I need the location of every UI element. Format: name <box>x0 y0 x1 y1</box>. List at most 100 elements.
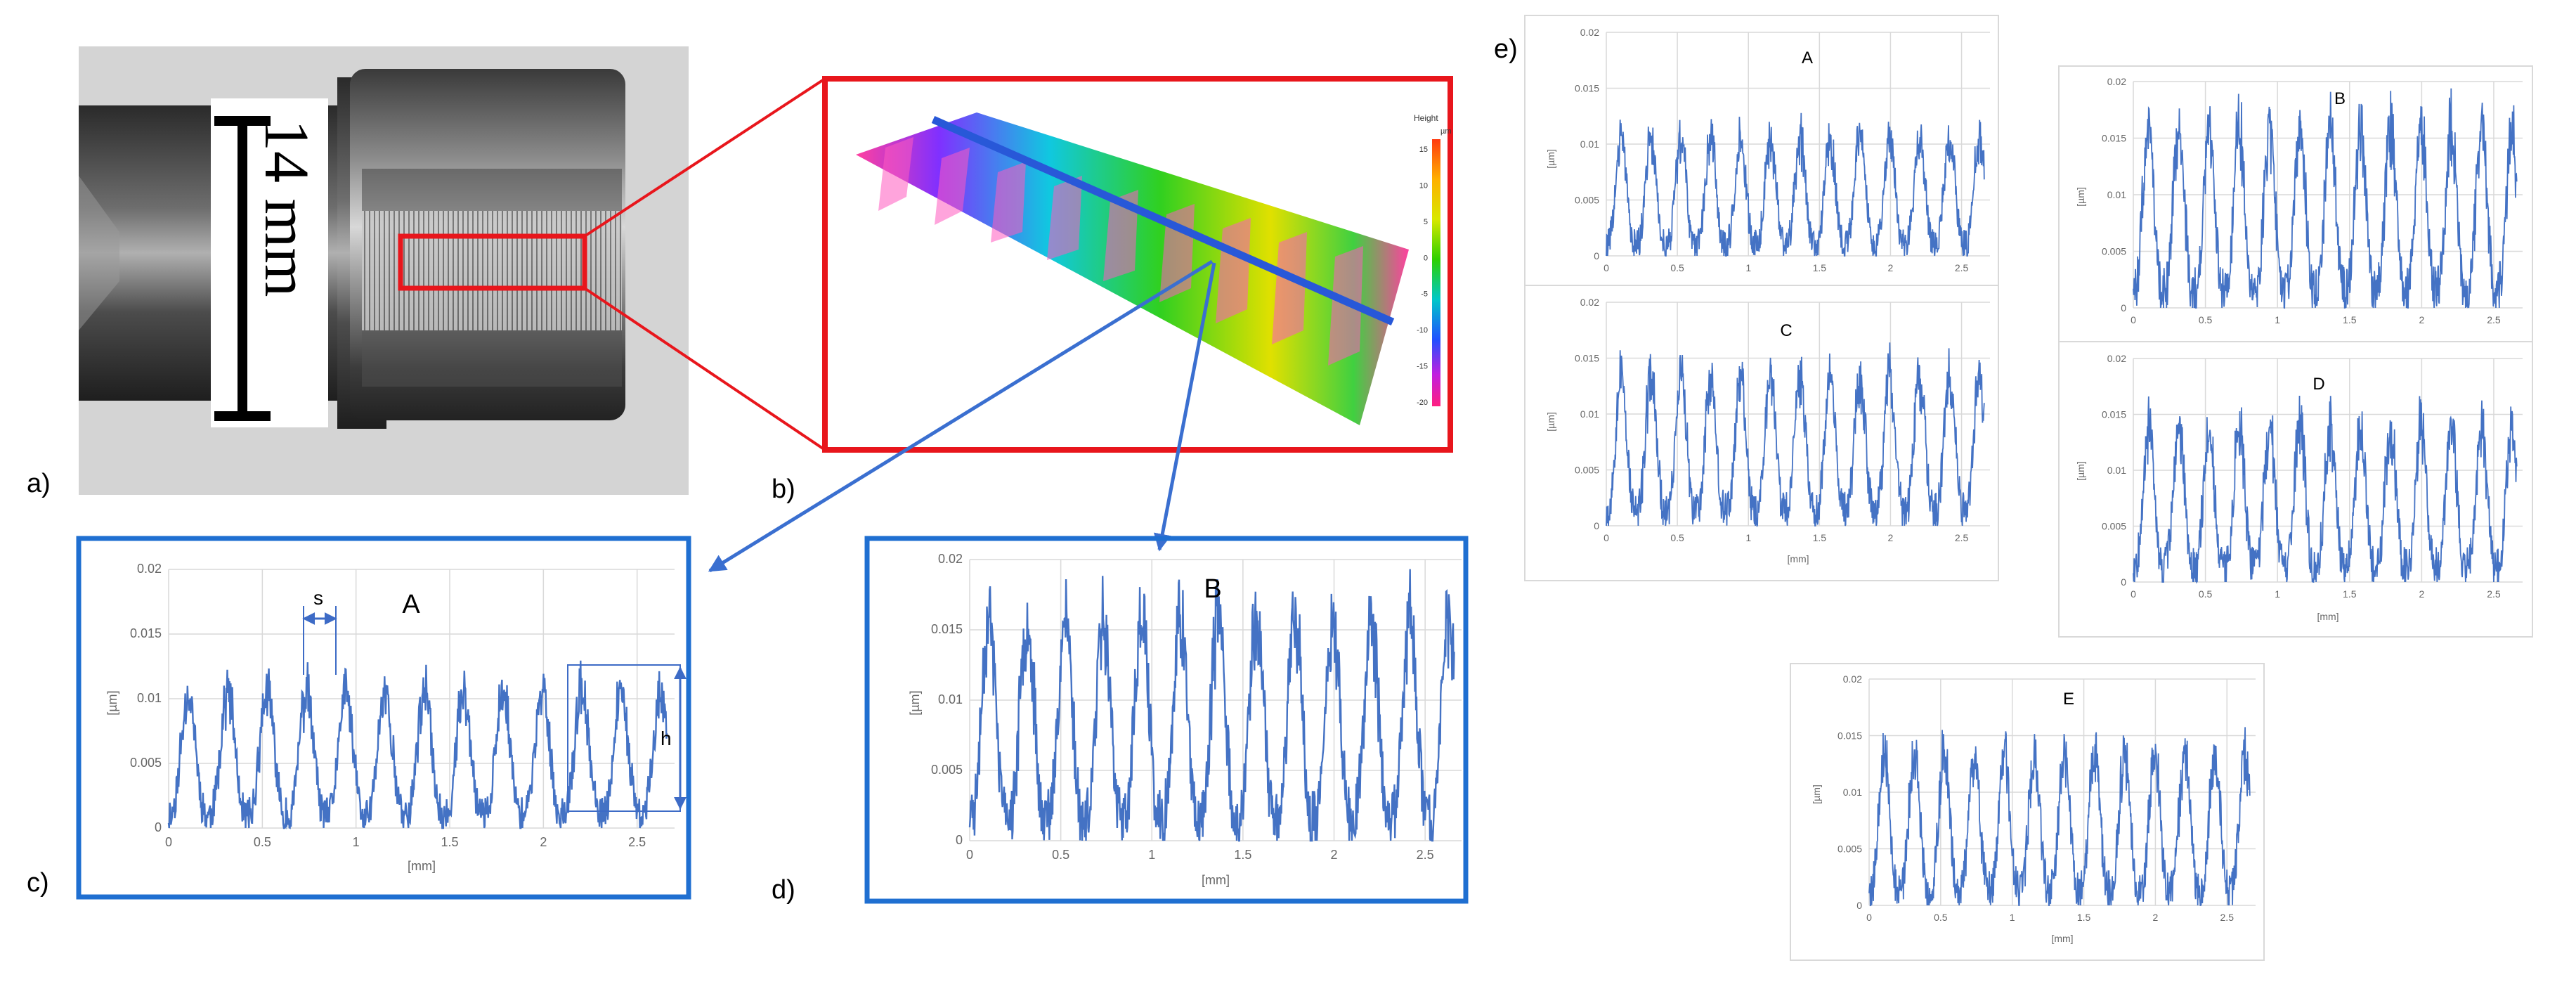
y-tick-label: 0.015 <box>130 626 162 640</box>
y-tick-label: 0.02 <box>2107 76 2126 87</box>
y-tick-label: 0.02 <box>1580 297 1599 308</box>
legend-unit: µm <box>1440 127 1452 136</box>
x-tick-label: 1.5 <box>1813 262 1827 273</box>
x-tick-label: 1 <box>353 835 360 849</box>
profile-series-line <box>2133 395 2518 584</box>
y-tick-label: 0.02 <box>1580 27 1599 38</box>
x-tick-label: 2.5 <box>1417 848 1434 862</box>
x-tick-label: 1 <box>2010 912 2015 923</box>
panel-a-photo: 14 mm <box>79 46 689 495</box>
chart-title: C <box>1780 321 1792 340</box>
y-axis-label: [µm] <box>1545 412 1556 432</box>
x-tick-label: 0 <box>1866 912 1872 923</box>
profile-series-line <box>1606 112 1985 257</box>
grooved-region <box>362 211 622 330</box>
x-tick-label: 0.5 <box>1052 848 1069 862</box>
x-tick-label: 0.5 <box>1934 912 1948 923</box>
frame-eA <box>1524 15 1999 286</box>
x-tick-label: 1.5 <box>1234 848 1251 862</box>
y-tick-label: 0.01 <box>137 691 162 705</box>
x-axis-label: [mm] <box>1787 553 1809 564</box>
chart-title: E <box>2063 690 2074 709</box>
x-axis-label: [mm] <box>1202 873 1230 887</box>
chart-profile-eE: 0 0.005 0.01 0.015 0.02 0 0.5 1 1.5 2 2.5 E [µm] [mm] <box>1811 673 2256 944</box>
connector-line-bottom <box>583 287 826 451</box>
x-tick-label: 2 <box>1888 262 1894 273</box>
x-tick-label: 0.5 <box>254 835 271 849</box>
x-tick-label: 1.5 <box>2343 588 2357 600</box>
x-tick-label: 1 <box>2275 314 2280 325</box>
y-tick-label: 0 <box>956 833 963 847</box>
x-tick-label: 1 <box>2275 588 2280 600</box>
y-tick-label: 0.02 <box>1843 673 1862 685</box>
y-tick-label: 0.015 <box>1575 83 1599 94</box>
y-tick-label: 0.005 <box>1575 195 1599 206</box>
x-tick-label: 0.5 <box>2199 588 2213 600</box>
x-tick-label: 0 <box>1604 532 1609 543</box>
y-tick-label: 0.01 <box>1843 787 1862 798</box>
chart-profile-eC: 0 0.005 0.01 0.015 0.02 0 0.5 1 1.5 2 2.5 C [µm] [mm] <box>1545 297 1990 564</box>
profile-series-line <box>2133 88 2518 309</box>
legend-tick-label: -10 <box>1417 326 1428 335</box>
x-tick-label: 2 <box>2419 588 2424 600</box>
y-tick-label: 0.01 <box>938 692 963 706</box>
x-tick-label: 0.5 <box>1670 262 1684 273</box>
x-tick-label: 2 <box>540 835 547 849</box>
chart-title: B <box>1204 574 1221 604</box>
y-tick-label: 0.01 <box>1580 138 1599 150</box>
y-tick-label: 0.005 <box>130 756 162 770</box>
panel-b-surface: Height µm 15 10 5 0 -5 -10 -15 -20 <box>822 76 1453 453</box>
legend-tick-label: -20 <box>1417 399 1428 407</box>
x-tick-label: 2.5 <box>1955 532 1969 543</box>
y-tick-label: 0.005 <box>2102 521 2126 532</box>
panel-label-b: b) <box>772 474 795 504</box>
panel-label-c: c) <box>27 868 49 898</box>
legend-ticks: 15 10 5 0 -5 -10 -15 -20 <box>1417 146 1428 407</box>
legend-tick-label: -5 <box>1421 290 1428 299</box>
arrow-to-profile-a <box>708 259 1214 573</box>
selection-box <box>398 233 587 291</box>
arrow-to-profile-b <box>1153 262 1216 552</box>
y-tick-label: 0.015 <box>931 622 963 636</box>
x-tick-label: 1 <box>1148 848 1155 862</box>
y-tick-label: 0.005 <box>1837 844 1862 855</box>
x-tick-label: 1 <box>1745 262 1751 273</box>
x-tick-label: 0 <box>2131 314 2136 325</box>
y-tick-label: 0.015 <box>1575 353 1599 364</box>
scale-text: 14 mm <box>252 119 321 297</box>
x-tick-label: 0.5 <box>1670 532 1684 543</box>
y-tick-label: 0.005 <box>1575 465 1599 476</box>
x-tick-label: 0.5 <box>2199 314 2213 325</box>
x-tick-label: 2 <box>1888 532 1894 543</box>
legend-tick-label: 5 <box>1424 218 1428 226</box>
legend-tick-label: 10 <box>1419 181 1428 190</box>
y-tick-label: 0 <box>1594 520 1599 531</box>
frame-eB <box>2058 65 2533 342</box>
x-axis-label: [mm] <box>2317 611 2338 622</box>
y-tick-label: 0.02 <box>137 562 162 576</box>
spacing-label: s <box>313 587 323 609</box>
y-tick-label: 0.01 <box>1580 408 1599 420</box>
chart-profile-eB: 0 0.005 0.01 0.015 0.02 0 0.5 1 1.5 2 2.5 B [µm] <box>2075 76 2523 325</box>
y-axis-label: [µm] <box>1811 784 1822 804</box>
y-tick-label: 0 <box>1856 900 1862 911</box>
x-tick-label: 0 <box>1604 262 1609 273</box>
x-tick-label: 2.5 <box>628 835 646 849</box>
x-tick-label: 2.5 <box>2220 912 2235 923</box>
y-tick-label: 0.015 <box>1837 730 1862 742</box>
y-axis-label: [µm] <box>2075 187 2086 207</box>
x-tick-label: 1.5 <box>2077 912 2091 923</box>
y-tick-label: 0.02 <box>938 552 963 566</box>
legend-tick-label: 15 <box>1419 146 1428 154</box>
y-tick-label: 0.01 <box>2107 189 2126 200</box>
x-tick-label: 2 <box>1331 848 1338 862</box>
y-tick-label: 0.015 <box>2102 409 2126 420</box>
y-tick-label: 0 <box>1594 250 1599 261</box>
chart-profile-c: 0 0.005 0.01 0.015 0.02 0 0.5 1 1.5 2 2.5 A [µm] [mm] <box>105 562 675 873</box>
x-tick-label: 2 <box>2419 314 2424 325</box>
legend-tick-label: -15 <box>1417 363 1428 371</box>
panel-label-a: a) <box>27 469 51 498</box>
frame-eC <box>1524 285 1999 581</box>
connector-line-top <box>583 77 826 238</box>
